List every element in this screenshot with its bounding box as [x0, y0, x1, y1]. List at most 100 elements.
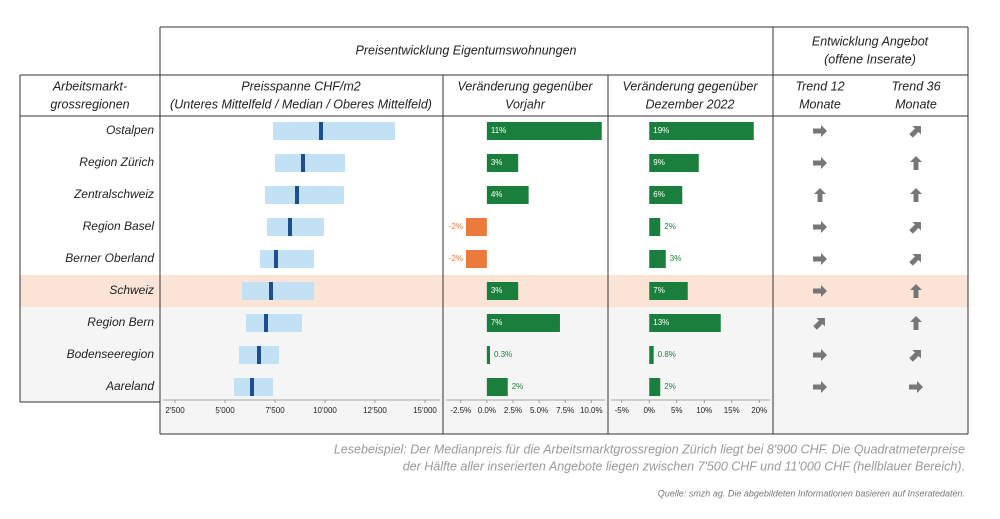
value-label: 13% [653, 318, 669, 327]
row-label: Region Basel [83, 219, 155, 233]
median-mark [250, 378, 254, 396]
bar [486, 154, 519, 172]
row-label: Region Zürich [79, 155, 154, 169]
bar [649, 122, 754, 140]
median-mark [264, 314, 268, 332]
x-tick-label: -5% [615, 406, 629, 415]
value-label: 2% [512, 382, 524, 391]
column-header: Veränderung gegenüber [457, 79, 593, 93]
note: der Hälfte aller inserierten Angebote li… [403, 459, 965, 473]
value-label: 3% [491, 286, 503, 295]
bar [649, 378, 661, 396]
range-bar [242, 282, 314, 300]
group-title: (offene Inserate) [824, 52, 916, 66]
trend-arrow [909, 222, 921, 234]
range-bar [275, 154, 345, 172]
value-label: -2% [449, 254, 463, 263]
value-label: 4% [491, 190, 503, 199]
row-label: Aareland [105, 379, 154, 393]
column-header: grossregionen [50, 97, 129, 111]
x-tick-label: 0.0% [478, 406, 496, 415]
trend-arrow [813, 285, 827, 297]
bar [486, 122, 602, 140]
bar [649, 154, 699, 172]
x-tick-label: 5.0% [530, 406, 548, 415]
value-label: 7% [653, 286, 665, 295]
median-mark [295, 186, 299, 204]
column-header: Monate [895, 97, 937, 111]
median-mark [269, 282, 273, 300]
source: Quelle: smzh ag. Die abgebildeten Inform… [658, 488, 965, 498]
x-tick-label: 5% [671, 406, 683, 415]
group-title: Preisentwicklung Eigentumswohnungen [356, 43, 577, 57]
trend-arrow [813, 221, 827, 233]
trend-arrow [910, 284, 922, 298]
column-header: Preisspanne CHF/m2 [241, 79, 361, 93]
trend-arrow [813, 125, 827, 137]
bar [486, 346, 490, 364]
value-label: 11% [491, 126, 506, 135]
trend-arrow [909, 381, 923, 393]
x-tick-label: 7.5% [556, 406, 574, 415]
bar [465, 218, 487, 236]
value-label: 9% [653, 158, 665, 167]
x-tick-label: 2'500 [165, 406, 185, 415]
bar [649, 250, 666, 268]
row-label: Bodenseeregion [67, 347, 155, 361]
x-tick-label: 20% [751, 406, 767, 415]
trend-arrow [813, 349, 827, 361]
trend-arrow [813, 318, 825, 330]
trend-arrow [813, 381, 827, 393]
median-mark [274, 250, 278, 268]
trend-arrow [909, 350, 921, 362]
median-mark [319, 122, 323, 140]
column-header: Arbeitsmarkt- [52, 79, 127, 93]
value-label: 6% [653, 190, 665, 199]
column-header: (Unteres Mittelfeld / Median / Oberes Mi… [170, 97, 432, 111]
trend-arrow [909, 254, 921, 266]
trend-arrow [910, 156, 922, 170]
axis-band [160, 402, 968, 434]
bar [649, 282, 688, 300]
row-label: Region Bern [87, 315, 154, 329]
value-label: 3% [491, 158, 503, 167]
x-tick-label: 10.0% [580, 406, 603, 415]
bar [649, 218, 661, 236]
bar [486, 282, 519, 300]
bar [465, 250, 487, 268]
row-label: Zentralschweiz [73, 187, 154, 201]
trend-arrow [814, 188, 826, 202]
x-tick-label: 5'000 [215, 406, 235, 415]
x-tick-label: 15'000 [413, 406, 437, 415]
x-tick-label: 15% [724, 406, 740, 415]
bar [486, 378, 508, 396]
value-label: 0.8% [658, 350, 676, 359]
note: Lesebeispiel: Der Medianpreis für die Ar… [334, 442, 965, 456]
median-mark [257, 346, 261, 364]
range-bar [246, 314, 302, 332]
value-label: 7% [491, 318, 503, 327]
group-title: Entwicklung Angebot [812, 34, 929, 48]
median-mark [288, 218, 292, 236]
value-label: 2% [664, 222, 676, 231]
trend-arrow [909, 126, 921, 138]
bar [486, 314, 560, 332]
column-header: Monate [799, 97, 841, 111]
bar [649, 186, 683, 204]
x-tick-label: -2.5% [450, 406, 471, 415]
column-header: Trend 12 [795, 79, 844, 93]
x-tick-label: 10'000 [313, 406, 337, 415]
trend-arrow [910, 316, 922, 330]
x-tick-label: 12'500 [363, 406, 387, 415]
value-label: 0.3% [494, 350, 512, 359]
x-tick-label: 0% [643, 406, 655, 415]
row-label: Berner Oberland [65, 251, 154, 265]
trend-arrow [910, 188, 922, 202]
range-bar [267, 218, 324, 236]
column-header: Vorjahr [505, 97, 546, 111]
bar [649, 346, 654, 364]
x-tick-label: 10% [696, 406, 712, 415]
column-header: Trend 36 [891, 79, 940, 93]
x-tick-label: 2.5% [504, 406, 522, 415]
